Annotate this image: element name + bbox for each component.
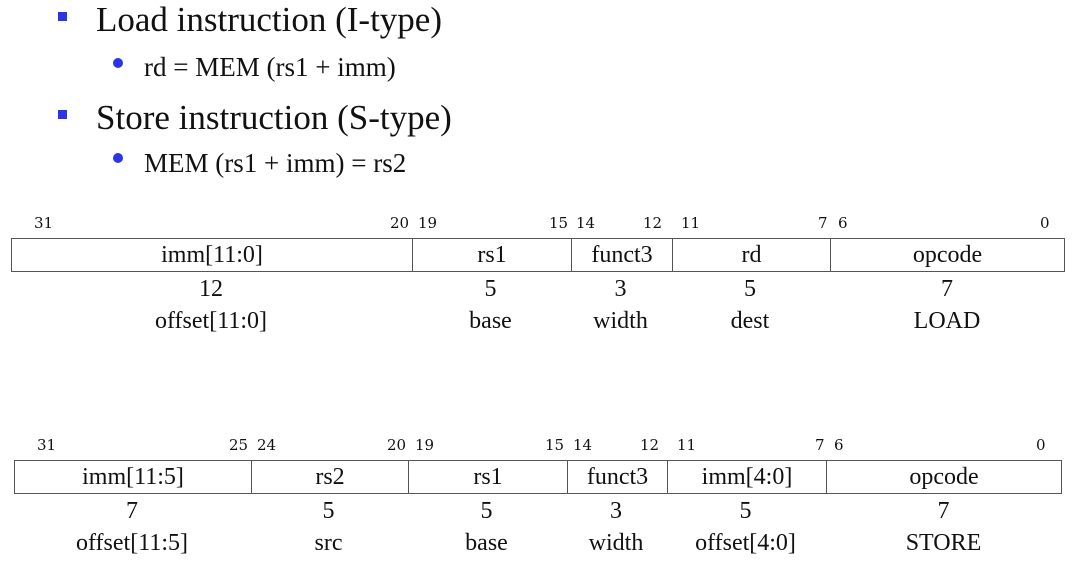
field-meaning: LOAD [913,308,981,334]
bullet-square-icon [58,12,67,21]
bit-label: 20 [390,214,410,232]
field-width: 5 [484,276,497,302]
s-type-field-widths: 7 5 5 3 5 7 [0,498,1077,528]
bit-label: 19 [415,436,435,454]
field-width: 7 [941,276,953,302]
bullet-dot-icon [113,153,123,163]
field-width: 12 [199,276,223,302]
field-width: 5 [744,276,756,302]
bit-label: 31 [37,436,57,454]
field-rs1: rs1 [408,461,567,493]
field-rs2: rs2 [251,461,408,493]
bit-label: 15 [545,436,565,454]
field-imm: imm[11:0] [161,241,263,268]
bit-label: 14 [576,214,596,232]
bit-label: 20 [387,436,407,454]
i-type-field-meanings: offset[11:0] base width dest LOAD [0,308,1077,338]
bullet-store-instruction: Store instruction (S-type) [96,98,452,137]
field-width: 5 [739,498,752,524]
field-rs1: rs1 [412,239,571,271]
i-type-bit-positions: 31 20 19 15 14 12 11 7 6 0 [0,214,1077,234]
bit-label: 0 [1036,436,1046,454]
field-funct3: funct3 [567,461,667,493]
bit-label: 6 [838,214,848,232]
bullet-load-instruction: Load instruction (I-type) [96,0,443,39]
bit-label: 6 [834,436,844,454]
bullet-store-semantics: MEM (rs1 + imm) = rs2 [144,148,407,178]
field-meaning: STORE [905,530,982,556]
bit-label: 7 [818,214,828,232]
field-meaning: width [593,308,648,334]
field-opcode: opcode [826,461,1061,493]
field-meaning: offset[11:0] [155,308,267,334]
field-width: 3 [614,276,627,302]
bullet-dot-icon [113,58,123,68]
field-meaning: offset[11:5] [76,530,188,556]
field-meaning: base [469,308,512,334]
s-type-bit-positions: 31 25 24 20 19 15 14 12 11 7 6 0 [0,436,1077,456]
field-width: 5 [480,498,493,524]
bit-label: 24 [257,436,277,454]
s-type-field-bar: imm[11:5] rs2 rs1 funct3 imm[4:0] opcode [14,460,1062,494]
field-width: 3 [610,498,622,524]
field-meaning: src [314,530,343,556]
field-meaning: dest [730,308,770,334]
bit-label: 14 [573,436,593,454]
bit-label: 0 [1040,214,1050,232]
field-imm-high: imm[11:5] [82,463,184,490]
bit-label: 15 [549,214,569,232]
bit-label: 31 [34,214,54,232]
bit-label: 25 [229,436,249,454]
bit-label: 11 [681,214,701,232]
bit-label: 12 [643,214,663,232]
bit-label: 19 [418,214,438,232]
field-meaning: base [465,530,508,556]
field-imm-low: imm[4:0] [667,461,826,493]
i-type-field-bar: imm[11:0] rs1 funct3 rd opcode [11,238,1065,272]
bit-label: 11 [677,436,697,454]
field-opcode: opcode [830,239,1064,271]
bit-label: 7 [815,436,825,454]
field-width: 5 [322,498,335,524]
i-type-field-widths: 12 5 3 5 7 [0,276,1077,306]
bit-label: 12 [640,436,660,454]
s-type-field-meanings: offset[11:5] src base width offset[4:0] … [0,530,1077,560]
field-width: 7 [937,498,950,524]
field-rd: rd [672,239,830,271]
field-width: 7 [126,498,138,524]
field-meaning: width [588,530,644,556]
bullet-load-semantics: rd = MEM (rs1 + imm) [144,52,396,82]
bullet-square-icon [58,110,67,119]
field-meaning: offset[4:0] [695,530,796,556]
field-funct3: funct3 [571,239,672,271]
